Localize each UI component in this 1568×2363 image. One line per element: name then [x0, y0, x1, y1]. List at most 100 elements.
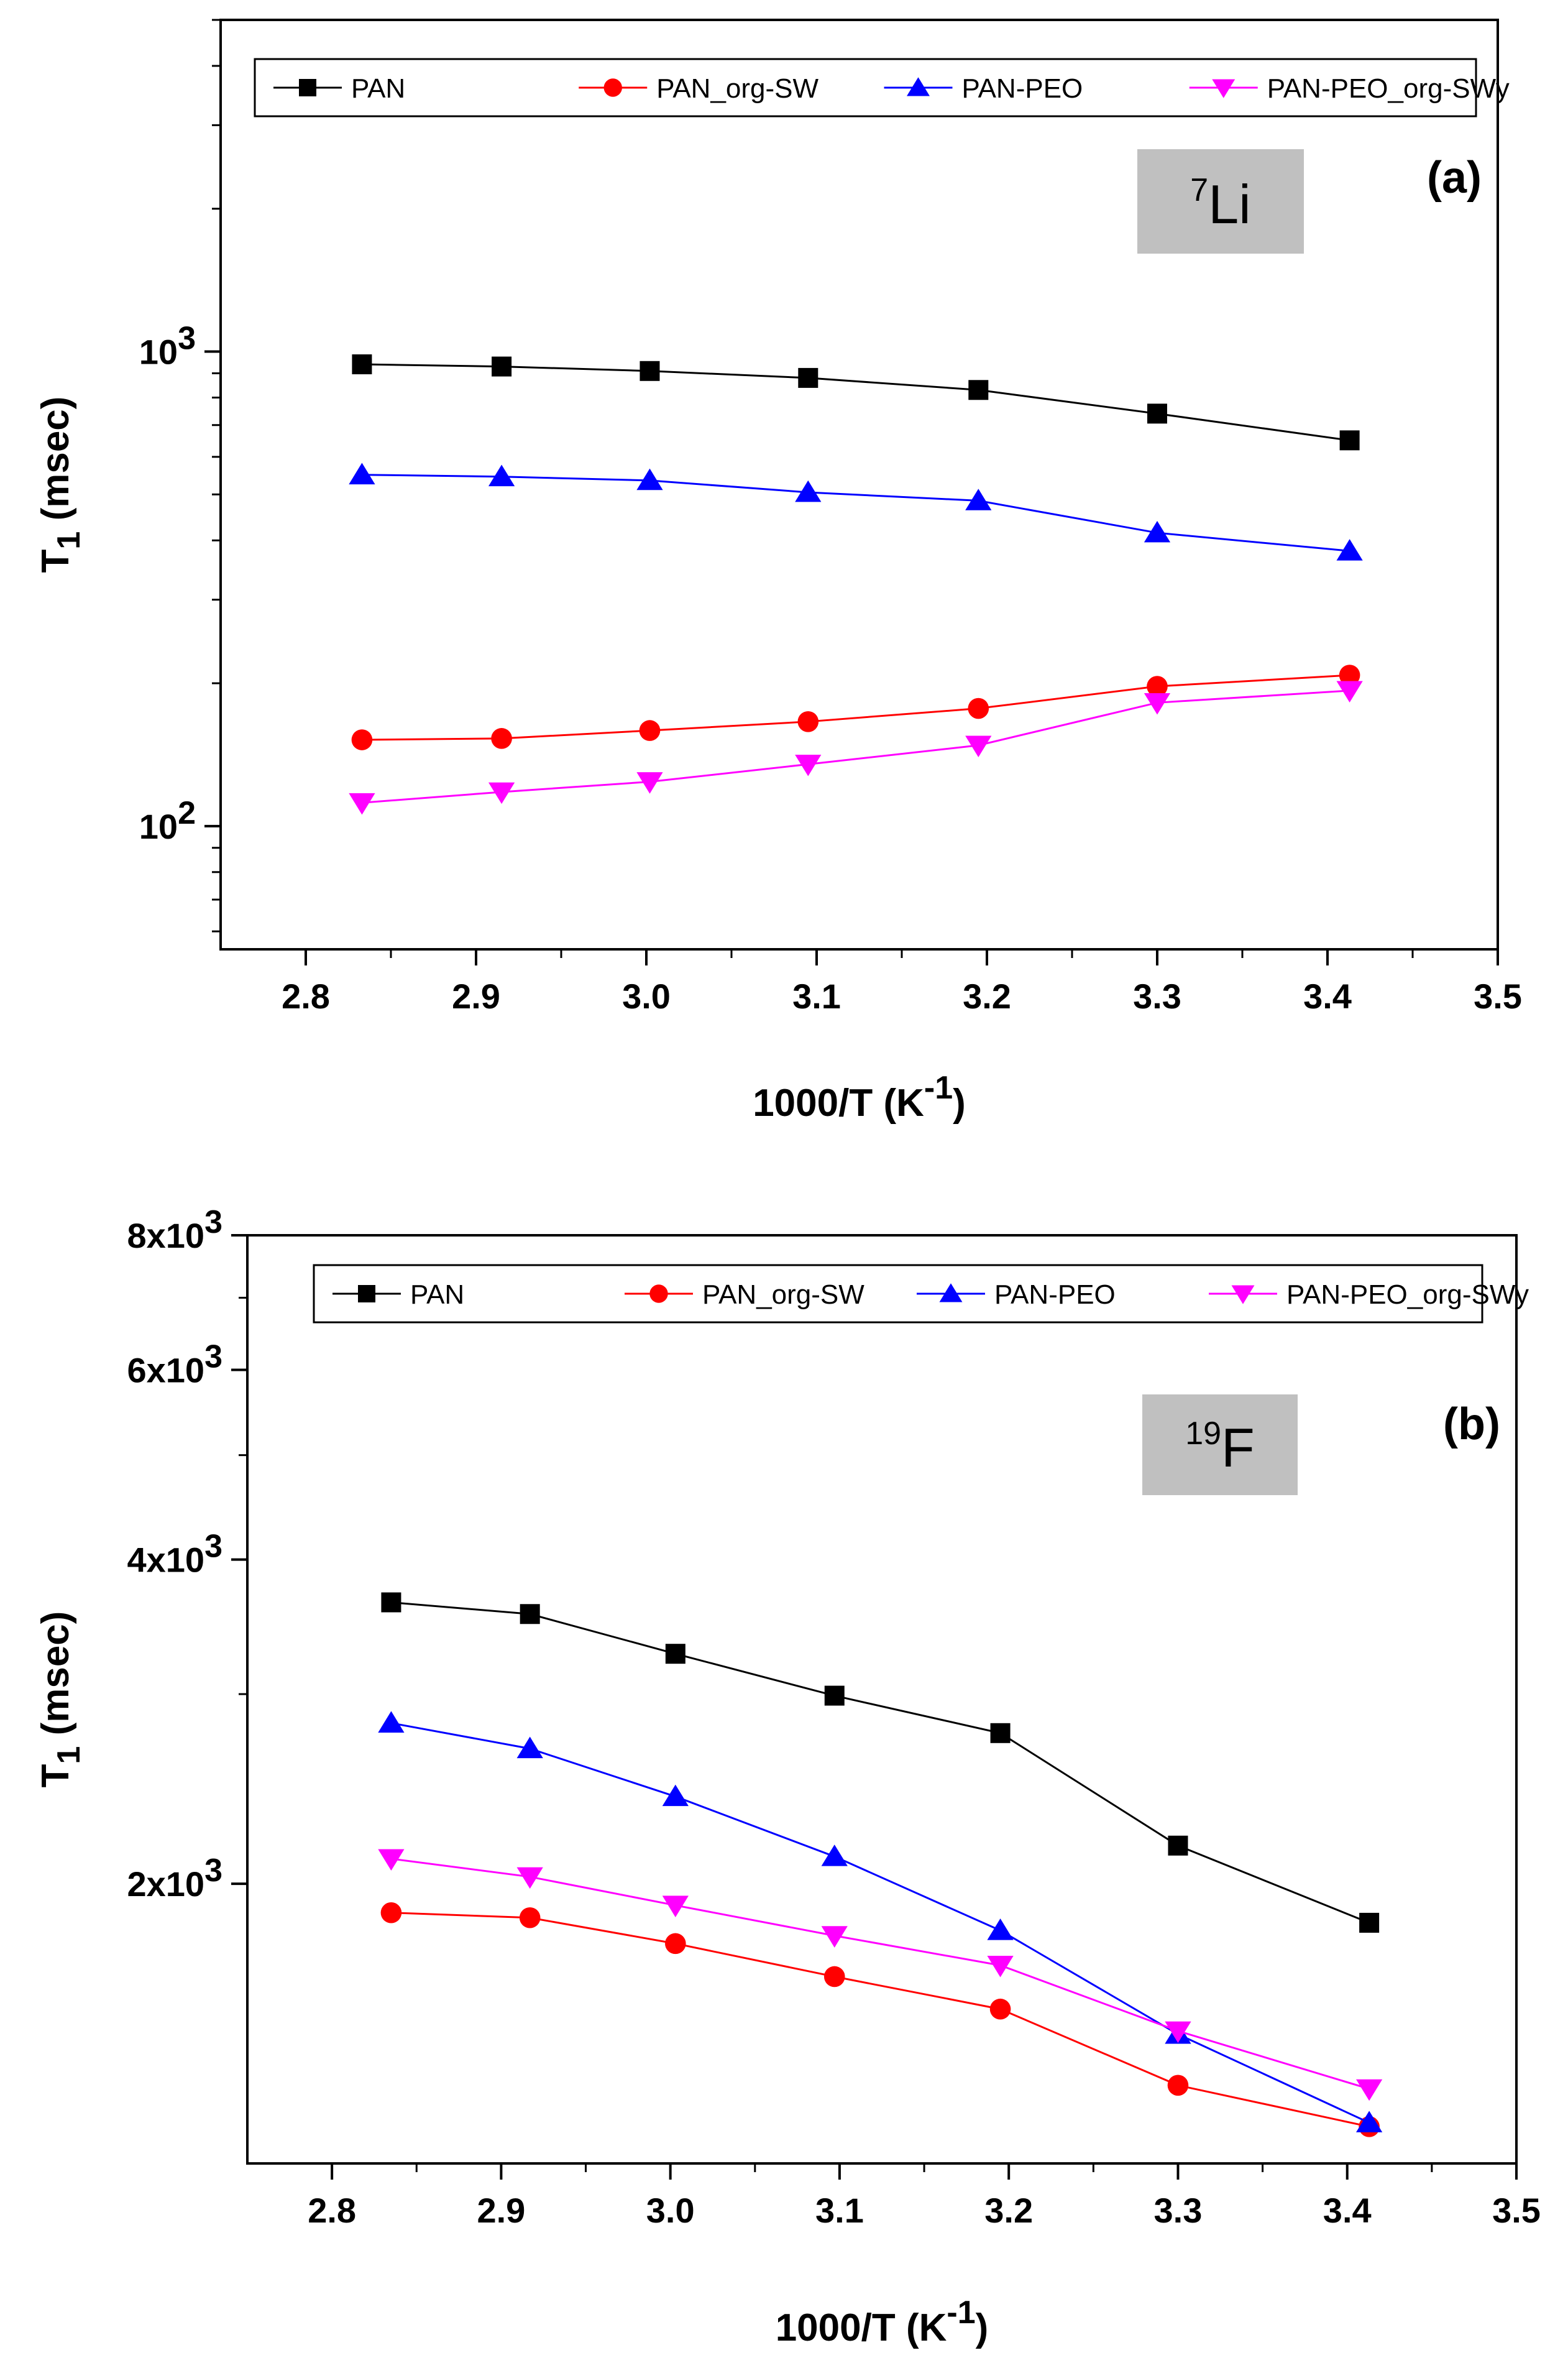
- data-point-pan_org-sw: [639, 720, 661, 741]
- nucleus-label: 7Li: [1190, 172, 1250, 235]
- data-point-pan-peo: [1356, 2111, 1383, 2132]
- data-point-pan_org-sw: [351, 729, 373, 750]
- data-point-pan_org-sw: [519, 1907, 541, 1928]
- y-tick-label: 8x103: [127, 1204, 223, 1255]
- legend-marker: [358, 1285, 375, 1302]
- data-point-pan-peo: [821, 1845, 848, 1866]
- data-point-pan_org-sw: [823, 1966, 845, 1988]
- x-tick-label: 2.9: [452, 977, 500, 1016]
- y-tick-label: 102: [139, 795, 196, 846]
- data-point-pan-peo: [1336, 539, 1363, 561]
- legend-label: PAN-PEO: [962, 73, 1083, 104]
- x-tick-label: 3.1: [792, 977, 841, 1016]
- data-point-pan-peo: [488, 464, 515, 487]
- data-point-pan_org-sw: [380, 1902, 402, 1923]
- x-tick-label: 3.5: [1492, 2191, 1541, 2230]
- legend-label: PAN-PEO_org-SWy: [1286, 1279, 1529, 1310]
- x-tick-label: 3.1: [815, 2191, 864, 2230]
- y-tick-label: 6x103: [127, 1338, 223, 1389]
- legend-label: PAN_org-SW: [702, 1279, 864, 1310]
- legend-marker: [907, 77, 930, 96]
- data-point-pan: [665, 1644, 685, 1664]
- legend-label: PAN_org-SW: [656, 73, 818, 104]
- data-point-pan_org-sw: [1167, 2075, 1189, 2096]
- data-point-pan: [798, 367, 818, 388]
- data-point-pan-peo_org-swy: [821, 1926, 848, 1948]
- plot-frame: [246, 1234, 1518, 2165]
- x-axis-title: 1000/T (K-1): [776, 2295, 989, 2349]
- data-point-pan_org-sw: [1339, 665, 1360, 686]
- data-point-pan-peo: [1144, 520, 1171, 543]
- data-point-pan-peo: [987, 1918, 1014, 1940]
- data-point-pan_org-sw: [491, 728, 512, 749]
- panel-a: 2.8 2.9 3.0 3.1 3.2 3.3 3.4 3.5 102 103 PAN PAN_org…: [34, 19, 1522, 1125]
- data-point-pan-peo_org-swy: [1144, 693, 1171, 715]
- data-point-pan-peo_org-swy: [378, 1849, 405, 1871]
- nucleus-label: 19F: [1185, 1416, 1255, 1478]
- data-point-pan_org-sw: [797, 711, 819, 732]
- data-point-pan-peo_org-swy: [1336, 681, 1363, 703]
- y-tick-label: 4x103: [127, 1529, 223, 1580]
- data-point-pan-peo_org-swy: [1356, 2079, 1383, 2101]
- legend-label: PAN-PEO_org-SWy: [1267, 73, 1510, 104]
- data-point-pan: [520, 1604, 540, 1624]
- nucleus-label-box: [1142, 1394, 1298, 1495]
- legend-label: PAN-PEO: [994, 1279, 1116, 1310]
- data-point-pan: [1339, 430, 1360, 451]
- data-point-pan: [381, 1592, 401, 1613]
- panel-b: 2.8 2.9 3.0 3.1 3.2 3.3 3.4 3.5 2x103 4x103 6x103 8…: [34, 1204, 1541, 2349]
- data-point-pan-peo: [795, 480, 822, 502]
- x-tick-label: 3.0: [646, 2191, 695, 2230]
- series-line-pan_org-sw: [391, 1912, 1370, 2128]
- x-axis-title: 1000/T (K-1): [753, 1070, 966, 1125]
- y-tick-label: 103: [139, 321, 196, 372]
- data-point-pan-peo_org-swy: [1165, 2021, 1191, 2043]
- y-axis-title: T1 (msec): [34, 1611, 87, 1788]
- y-axis-title: T1 (msec): [34, 397, 87, 573]
- data-point-pan_org-sw: [968, 698, 989, 719]
- x-tick-label: 2.8: [308, 2191, 356, 2230]
- legend-marker: [1231, 1285, 1255, 1304]
- x-tick-label: 3.2: [984, 2191, 1033, 2230]
- data-point-pan: [824, 1685, 845, 1706]
- data-point-pan-peo_org-swy: [662, 1895, 689, 1917]
- data-point-pan-peo_org-swy: [636, 772, 663, 794]
- data-point-pan-peo: [378, 1711, 405, 1733]
- x-tick-label: 3.3: [1133, 977, 1181, 1016]
- panel-label: (b): [1443, 1399, 1500, 1449]
- legend-marker: [603, 78, 622, 97]
- data-point-pan: [990, 1723, 1011, 1743]
- x-tick-label: 2.9: [477, 2191, 525, 2230]
- x-tick-label: 3.4: [1303, 977, 1352, 1016]
- legend-box: [254, 58, 1477, 117]
- data-point-pan-peo_org-swy: [965, 735, 992, 758]
- data-point-pan: [1147, 403, 1167, 424]
- data-point-pan: [352, 354, 372, 375]
- data-point-pan-peo: [662, 1784, 689, 1807]
- legend-marker: [299, 79, 316, 96]
- panel-label: (a): [1427, 153, 1482, 203]
- data-point-pan-peo: [516, 1736, 543, 1759]
- x-tick-label: 3.2: [963, 977, 1011, 1016]
- y-tick-label: 2x103: [127, 1853, 223, 1904]
- x-tick-label: 2.8: [282, 977, 330, 1016]
- data-point-pan: [1359, 1912, 1380, 1933]
- legend-label: PAN: [410, 1279, 464, 1310]
- x-tick-label: 3.3: [1154, 2191, 1203, 2230]
- legend-box: [313, 1264, 1483, 1324]
- data-point-pan-peo_org-swy: [987, 1955, 1014, 1978]
- x-tick-label: 3.0: [622, 977, 671, 1016]
- legend-marker: [649, 1284, 668, 1303]
- data-point-pan: [968, 380, 989, 400]
- legend-marker: [1212, 79, 1236, 98]
- data-point-pan_org-sw: [989, 1998, 1011, 2020]
- data-point-pan-peo: [636, 468, 663, 491]
- x-tick-label: 3.4: [1323, 2191, 1372, 2230]
- data-point-pan-peo_org-swy: [349, 793, 375, 815]
- data-point-pan-peo_org-swy: [488, 782, 515, 804]
- nucleus-label-box: [1137, 149, 1304, 254]
- legend-label: PAN: [351, 73, 405, 104]
- data-point-pan_org-sw: [1147, 676, 1168, 697]
- legend-marker: [939, 1283, 963, 1302]
- data-point-pan: [640, 361, 660, 381]
